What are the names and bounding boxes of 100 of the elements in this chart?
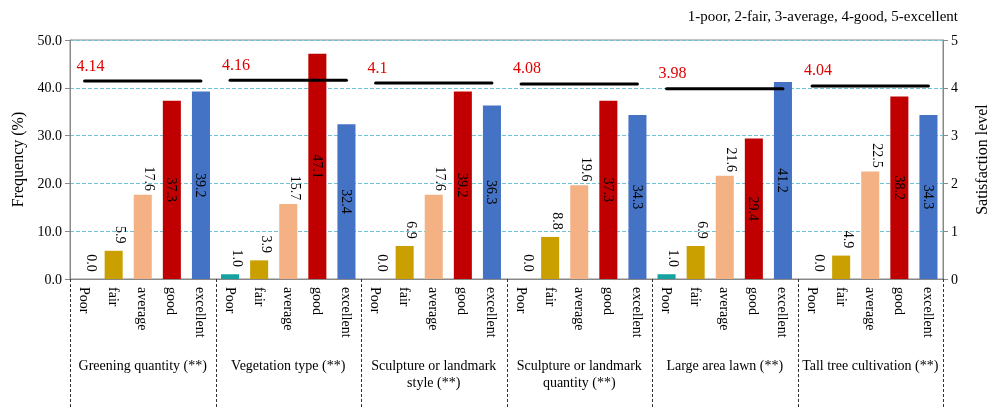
x-tick-label: good [746,287,762,315]
x-tick-label: Poor [222,287,238,314]
text: Tall tree cultivation (**) [801,357,939,374]
x-tick-label: excellent [775,287,791,338]
data-label: 0.0 [375,254,391,272]
y2-tick-label: 3 [951,128,958,144]
x-tick-label: average [717,287,733,331]
data-label: 15.7 [287,175,303,201]
data-label: 5.9 [113,226,129,244]
x-tick-label: excellent [193,287,209,338]
x-tick-label: average [571,287,587,331]
data-label: 8.8 [549,212,565,230]
y2-tick-label: 5 [951,32,958,48]
data-label: 4.16 [222,55,251,73]
y-tick-label: 10.0 [37,223,62,239]
x-tick-label: good [891,287,907,315]
x-tick-label: fair [542,287,558,307]
y2-axis-title: Satisfaction level [972,103,990,215]
y-axis-title: Frequency (%) [8,111,27,208]
bar [599,100,618,279]
x-tick-label: excellent [920,287,936,338]
bar [570,185,589,279]
x-tick-label: Poor [513,287,529,314]
data-label: 6.9 [695,221,711,239]
data-label: 4.14 [76,56,105,74]
y-tick-label: 20.0 [37,175,62,191]
x-tick-label: good [600,287,616,315]
x-tick-label: average [280,287,296,331]
data-label: 1.0 [229,249,245,267]
data-label: 21.6 [724,147,740,172]
bar [832,255,851,279]
data-label: 17.6 [433,166,449,192]
bar [686,246,705,279]
x-tick-label: good [164,287,180,315]
data-label: 36.3 [484,179,500,205]
data-label: 47.1 [309,154,325,179]
data-label: 39.2 [193,173,209,198]
x-tick-label: Poor [77,287,93,314]
text: Large area lawn (**) [665,357,785,374]
y2-tick-label: 1 [951,223,958,239]
data-label: 17.6 [142,166,158,192]
bar [337,124,356,279]
data-label: 34.3 [920,184,936,210]
bar [162,100,181,279]
data-label: 19.6 [578,157,594,182]
bar [861,171,880,279]
data-label: 1.0 [666,249,682,267]
bar [628,115,647,279]
text: Sculpture or landmark quantity (**) [515,357,643,391]
x-tick-label: average [426,287,442,331]
data-label: 4.9 [840,230,856,249]
data-label: 3.98 [658,64,687,82]
y-tick-label: 0.0 [44,271,62,287]
bar [221,274,240,279]
data-label: 34.3 [629,184,645,210]
x-tick-label: fair [397,287,413,307]
y2-tick-label: 2 [951,175,958,191]
y-tick-label: 50.0 [37,32,62,48]
x-tick-label: excellent [484,287,500,338]
bar [773,82,792,279]
x-tick-label: good [309,287,325,315]
data-label: 32.4 [338,189,354,214]
x-tick-label: fair [106,287,122,307]
text: Greening quantity (**) [77,357,208,374]
x-tick-label: average [135,287,151,331]
x-tick-label: Poor [368,287,384,314]
bar [133,194,152,279]
data-label: 3.9 [258,235,274,254]
text: 1-poor, 2-fair, 3-average, 4-good, 5-excellent [687,7,959,24]
data-label: 29.4 [746,196,762,221]
y2-tick-label: 0 [951,271,958,287]
bar [250,260,269,279]
bar [395,246,414,279]
x-tick-label: Poor [804,287,820,314]
y2-tick-label: 4 [951,80,958,96]
data-label: 0.0 [811,254,827,272]
bar [541,236,560,279]
x-tick-label: fair [833,287,849,307]
data-label: 22.5 [869,143,885,168]
bar [104,250,123,279]
bar [453,91,472,279]
data-label: 37.3 [164,177,180,203]
data-label: 39.2 [455,173,471,198]
bar [279,203,298,279]
bar [715,175,734,279]
bar [890,96,909,279]
text: Vegetation type (**) [230,357,347,374]
data-label: 37.3 [600,177,616,203]
data-label: 41.2 [775,168,791,193]
data-label: 38.2 [891,175,907,200]
x-tick-label: excellent [338,287,354,338]
bar [919,115,938,279]
y-tick-label: 40.0 [37,80,62,96]
y-tick-label: 30.0 [37,128,62,144]
data-label: 0.0 [520,254,536,272]
x-tick-label: excellent [629,287,645,338]
data-label: 4.04 [804,61,833,79]
bar [424,194,443,279]
bar [482,105,501,279]
data-label: 4.08 [513,59,542,77]
